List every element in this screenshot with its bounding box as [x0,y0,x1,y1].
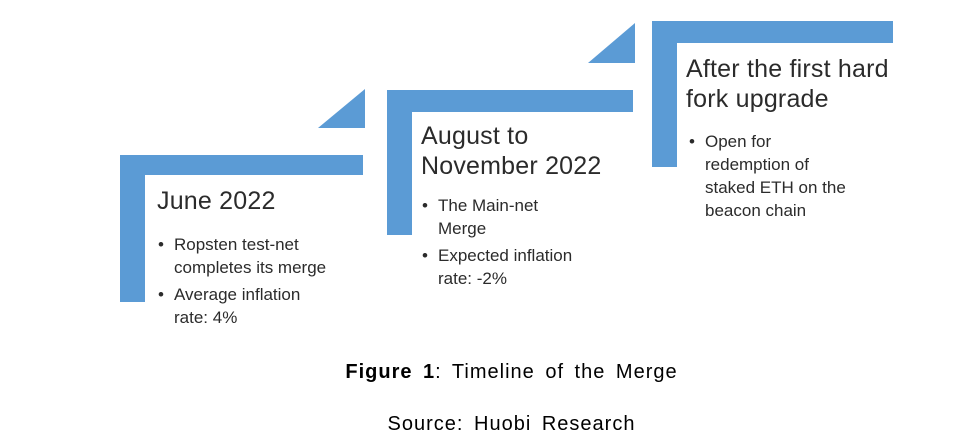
stage1-bullet-list: Ropsten test-net completes its merge Ave… [157,233,337,333]
stage3-title: After the first hard fork upgrade [686,55,889,113]
stage-bullet: The Main-net Merge [421,194,589,240]
figure-caption-label: Figure 1 [345,361,436,383]
figure-source: Source: Huobi Research [387,413,636,435]
stage2-bar-horizontal [387,90,633,112]
figure-caption: Figure 1: Timeline of the Merge [27,361,969,384]
stage-bullet: Average inflation rate: 4% [157,283,337,329]
stage-bullet: Open for redemption of staked ETH on the… [688,130,853,222]
stage-bullet: Ropsten test-net completes its merge [157,233,337,279]
stage3-bullet-list: Open for redemption of staked ETH on the… [688,130,853,226]
stage1-title: June 2022 [157,187,276,215]
stage3-bar-horizontal [652,21,893,43]
step-arrow-triangle-2 [588,23,635,63]
step-arrow-triangle-1 [318,89,365,128]
stage2-bar-vertical [387,90,412,235]
stage1-bar-horizontal [120,155,363,175]
stage3-bar-vertical [652,21,677,167]
stage2-bullet-list: The Main-net Merge Expected inflation ra… [421,194,589,294]
figure-caption-text: : Timeline of the Merge [435,361,678,383]
stage2-title: August to November 2022 [421,122,602,180]
stage1-bar-vertical [120,155,145,302]
stage-bullet: Expected inflation rate: -2% [421,244,589,290]
